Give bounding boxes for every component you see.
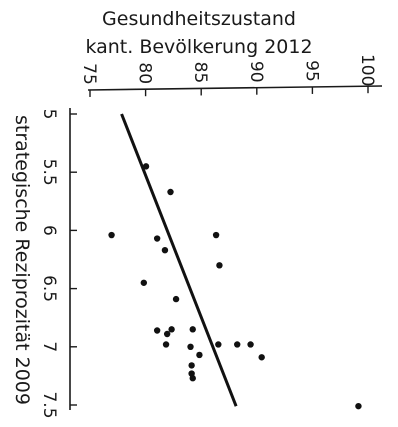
x-tick-label-3: 6.5 (39, 275, 59, 302)
y-tick-label-0: 75 (79, 63, 99, 85)
data-point-9 (153, 327, 161, 334)
x-axis-title: strategische Reziprozität 2009 (11, 115, 33, 405)
data-point-15 (215, 341, 222, 348)
data-point-8 (172, 295, 180, 303)
x-tick-label-1: 5.5 (39, 159, 59, 186)
data-point-22 (189, 375, 196, 382)
points-layer (108, 163, 362, 410)
data-point-0 (142, 163, 150, 170)
y-tick-label-5: 100 (357, 54, 377, 86)
y-axis-title-line-1: Gesundheitszustand (102, 8, 296, 30)
data-point-16 (196, 351, 203, 359)
x-tick-label-5: 7.5 (39, 391, 59, 418)
trendline (120, 113, 238, 407)
data-point-18 (247, 341, 254, 348)
data-point-5 (212, 231, 220, 239)
data-point-1 (167, 188, 174, 196)
axes (69, 85, 383, 410)
x-tick-label-4: 7 (39, 341, 59, 352)
data-point-2 (108, 231, 115, 239)
data-point-10 (163, 330, 171, 338)
y-tick-label-3: 90 (246, 61, 266, 83)
y-axis-title-line-2: kant. Bevölkerung 2012 (85, 36, 313, 58)
data-point-12 (168, 326, 175, 333)
y-tick-label-1: 80 (135, 62, 155, 84)
data-point-7 (140, 279, 148, 286)
y-axis-line (87, 85, 383, 91)
data-point-13 (189, 326, 196, 333)
x-tick-label-0: 5 (39, 109, 59, 120)
data-point-11 (162, 341, 170, 348)
data-point-6 (216, 262, 223, 269)
x-tick-label-2: 6 (39, 225, 59, 236)
tick-labels: 75 80 85 90 95 100 5 5.5 6 6.5 7 7.5 (39, 54, 377, 419)
trendline-layer (120, 113, 238, 407)
data-point-3 (153, 235, 161, 242)
data-point-4 (161, 246, 169, 254)
data-point-20 (188, 362, 195, 369)
y-tick-label-4: 95 (301, 60, 321, 82)
data-point-17 (234, 341, 241, 348)
data-point-19 (258, 354, 265, 361)
data-point-14 (187, 343, 194, 350)
data-point-23 (355, 402, 362, 410)
y-tick-label-2: 85 (190, 62, 210, 84)
